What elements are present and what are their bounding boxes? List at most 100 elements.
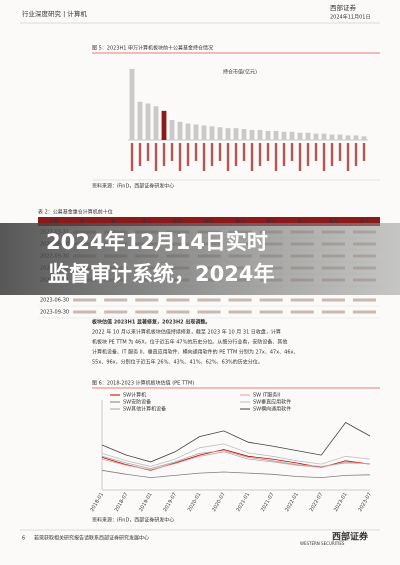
paragraph-line: 计算机设备、IT 服务 II、垂直应用软件、横向通用软件的 PE TTM 分别为… [92,349,299,356]
bar [177,121,183,140]
category-label-blur [354,143,358,166]
category-label-blur [162,143,166,166]
table-header-bg [38,217,380,226]
category-label-blur [258,143,262,166]
category-label-blur [210,143,214,166]
category-label-blur [362,143,366,161]
category-label-blur [274,143,278,171]
figure6-title: 图 6：2018-2023 计算机板块估值 (PE TTM) [92,380,194,387]
cell-text-blur [290,298,314,302]
series-line [101,421,371,463]
cell-text-blur [135,298,159,302]
bar [345,135,351,140]
category-label-blur [290,143,294,161]
category-label-blur [266,143,270,161]
table-header: 第八 [297,218,307,225]
table-title: 表 2：公募基金重仓计算机前十位 [38,209,113,216]
paragraph-lead: 板块估值 2023H1 显著修复，2023H2 出现调整。 [92,319,210,326]
bar [329,134,335,140]
cell-text-blur [197,310,221,314]
cell-text-blur [228,310,252,314]
legend-label: SW IT服务II [253,392,280,399]
cell-text-blur [352,310,376,314]
bar [209,126,215,140]
cell-text-blur [104,298,128,302]
header-brand: 西部证券 [330,3,357,12]
category-label-blur [298,143,302,171]
category-label-blur [322,143,326,171]
category-label-blur [314,143,318,161]
table-header: 第七 [266,218,276,225]
bar [153,106,159,140]
bar [273,130,279,140]
table-header: 第一 [80,218,90,225]
figure6-source: 资料来源：iFinD，西部证券研发中心 [92,517,174,524]
category-label-blur [242,143,246,161]
cell-text-blur [135,310,159,314]
bar [265,130,271,140]
banner-line: 2024年12月14日实时 [46,230,268,254]
table-header: 第九 [328,218,338,225]
header-date: 2024年11月01日 [330,14,370,21]
bar [217,127,223,140]
series-line [101,469,371,479]
table-date: 2023-06-30 [40,298,69,304]
bar [297,132,303,140]
category-label-blur [194,143,198,161]
bar [289,131,295,140]
bar [129,68,135,140]
paragraph-line: 55x、96x，分别位于近五年 26%、43%、41%、62%、63%的历史分位… [92,359,263,366]
banner-bg [0,223,400,295]
bar [353,135,359,140]
category-label-blur [170,143,174,161]
cell-text-blur [166,310,190,314]
bar [337,134,343,140]
table-header: 第二 [111,218,121,225]
banner-line: 监督审计系统，2024年 [48,262,274,286]
cell-text-blur [259,298,283,302]
cell-text-blur [73,298,97,302]
page-number: 6 [22,536,25,542]
category-label-blur [250,143,254,171]
category-label-blur [202,143,206,171]
table-header: 第六 [235,218,245,225]
cell-text-blur [104,310,128,314]
cell-text-blur [73,310,97,314]
series-line [101,451,371,471]
cell-text-blur [321,310,345,314]
category-label-blur [138,143,142,166]
series-line [101,443,371,467]
category-label-blur [330,143,334,166]
bar [241,129,247,140]
legend-label: SW垂直应用软件 [253,399,291,406]
cell-text-blur [321,298,345,302]
cell-text-blur [290,310,314,314]
table-date: 2023-09-30 [40,310,69,316]
footer-logo: 西部证券 [332,531,369,543]
category-label-blur [154,143,158,171]
category-label-blur [178,143,182,171]
figure5-title: 图 5：2023H1 申万计算机板块前十公募基金持仓情况 [92,45,213,52]
legend-label: SW其他计算机设备 [123,406,166,413]
table-header: 日期 [49,219,59,225]
bar [161,110,167,140]
bar [321,133,327,140]
cell-text-blur [166,298,190,302]
cell-text-blur [259,310,283,314]
category-label-blur [218,143,222,161]
bar-chart [128,68,368,171]
category-label-blur [186,143,190,166]
bar [201,125,207,140]
category-label-blur [282,143,286,166]
table-header: 第三 [142,218,152,225]
bar [137,101,143,140]
table-header: 第五 [204,218,214,225]
bar [361,136,367,140]
footer-logo-en: WESTERN SECURITIES [300,541,345,546]
footer-note: 若需获取相关研究报告请联系西部证券研究发展中心 [34,535,149,542]
legend-label: SW计算机 [123,392,146,399]
bar [257,129,263,140]
figure5-legend: 持仓市值(亿元) [223,69,257,76]
category-label-blur [346,143,350,171]
